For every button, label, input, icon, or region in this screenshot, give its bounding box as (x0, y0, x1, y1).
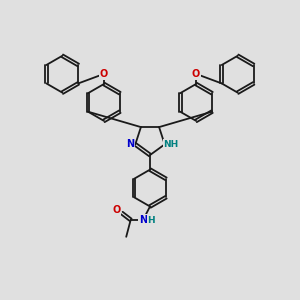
Text: O: O (112, 205, 121, 215)
Text: H: H (147, 216, 155, 225)
Text: N: N (126, 140, 134, 149)
Text: O: O (192, 69, 200, 79)
Text: NH: NH (164, 140, 179, 149)
Text: O: O (100, 69, 108, 79)
Text: N: N (139, 215, 147, 225)
